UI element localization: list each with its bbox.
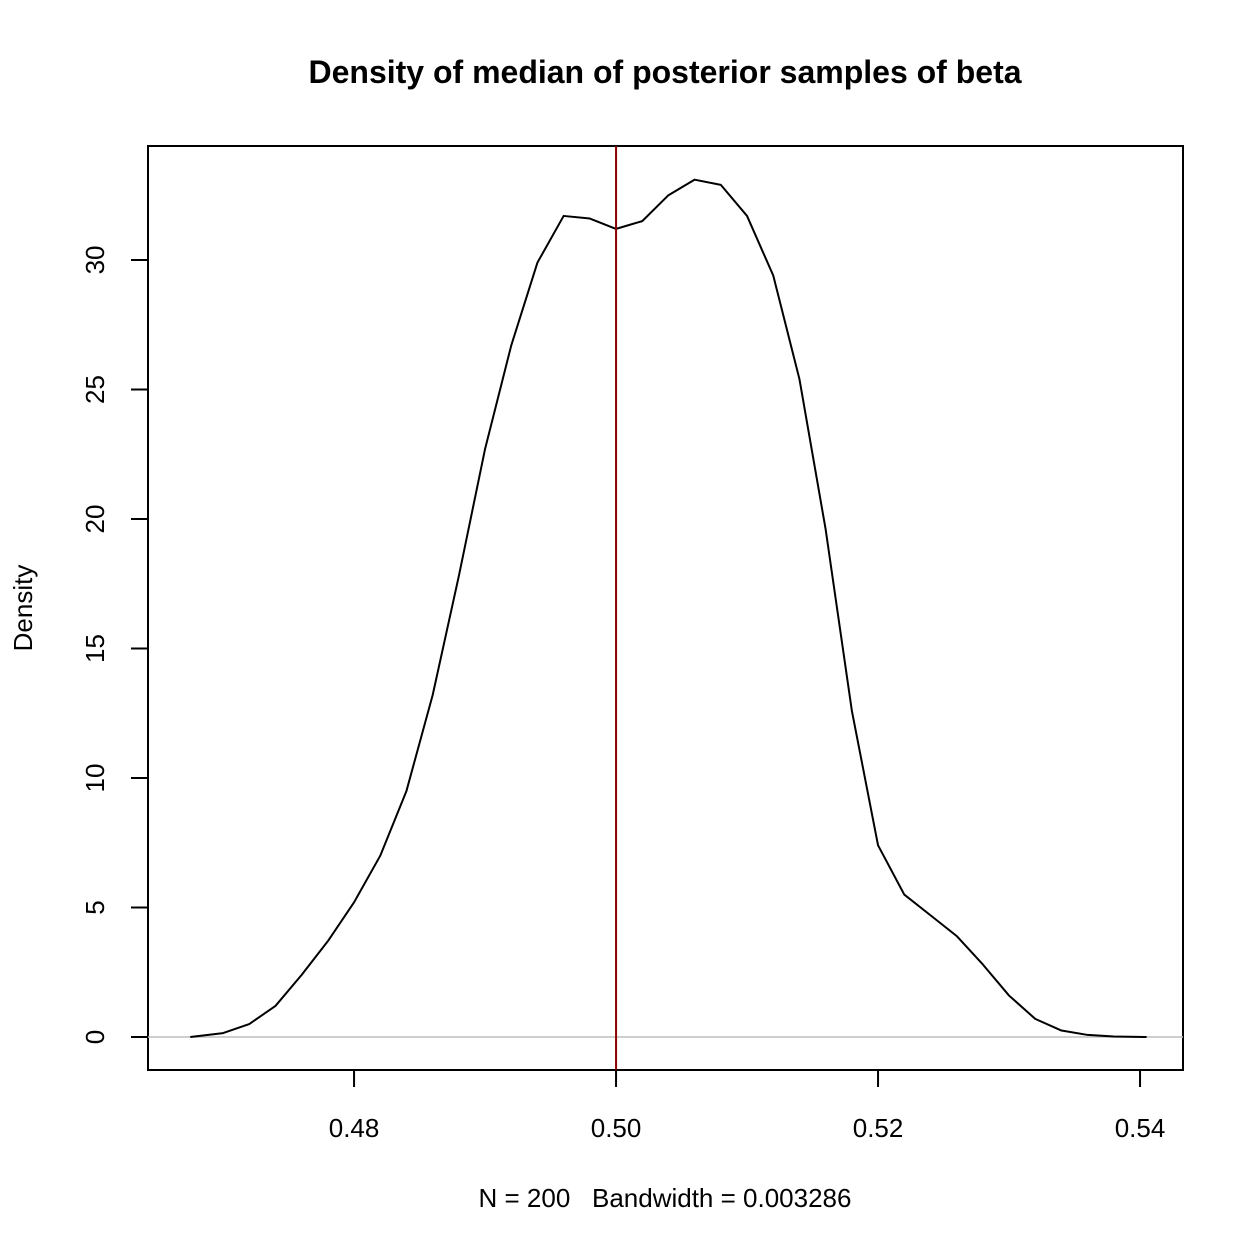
density-curve — [190, 178, 1147, 1038]
y-tick-label: 10 — [80, 764, 110, 793]
x-axis-label: N = 200 Bandwidth = 0.003286 — [479, 1183, 852, 1213]
plot-frame — [147, 145, 1184, 1071]
x-tick-label: 0.48 — [329, 1113, 380, 1143]
x-tick-label: 0.54 — [1115, 1113, 1166, 1143]
y-tick-label: 25 — [80, 375, 110, 404]
y-tick-label: 15 — [80, 634, 110, 663]
chart-title: Density of median of posterior samples o… — [308, 54, 1021, 90]
y-tick-label: 0 — [80, 1030, 110, 1044]
y-tick-label: 5 — [80, 900, 110, 914]
y-tick-label: 20 — [80, 505, 110, 534]
y-tick-label: 30 — [80, 246, 110, 275]
y-axis-label: Density — [8, 565, 38, 652]
x-tick-label: 0.50 — [591, 1113, 642, 1143]
x-tick-label: 0.52 — [853, 1113, 904, 1143]
